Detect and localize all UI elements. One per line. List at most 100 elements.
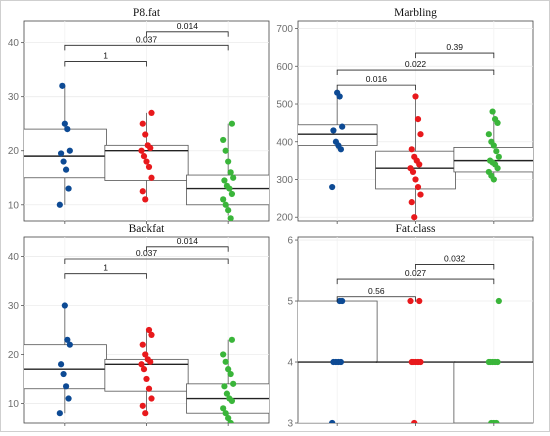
bracket-line	[416, 53, 494, 58]
data-point	[64, 337, 70, 343]
y-tick-label: 6	[287, 236, 293, 247]
data-point	[64, 126, 70, 132]
data-point	[62, 121, 68, 127]
data-point	[148, 395, 154, 401]
data-point	[143, 376, 149, 382]
data-point	[220, 137, 226, 143]
data-point	[142, 131, 148, 137]
data-point	[416, 298, 422, 304]
data-point	[488, 139, 494, 145]
y-tick-label: 30	[8, 92, 20, 103]
data-point	[486, 131, 492, 137]
data-point	[330, 359, 336, 365]
data-point	[487, 158, 493, 164]
data-point	[223, 148, 229, 154]
data-point	[225, 366, 231, 372]
y-tick-label: 600	[276, 62, 293, 73]
data-point	[63, 383, 69, 389]
box-group	[105, 330, 188, 413]
y-tick-label: 30	[8, 301, 20, 312]
data-point	[228, 169, 234, 175]
bracket-p-value: 0.56	[368, 286, 385, 296]
data-point	[415, 184, 421, 190]
panel-title: P8.fat	[133, 7, 161, 19]
y-tick-label: 4	[287, 358, 293, 369]
significance-bracket: 0.032	[416, 253, 494, 269]
data-point	[496, 298, 502, 304]
box	[23, 345, 106, 389]
data-point	[221, 383, 227, 389]
data-point	[229, 191, 235, 197]
bracket-p-value: 1	[103, 263, 108, 273]
data-point	[228, 215, 234, 221]
data-point	[145, 142, 151, 148]
data-point	[417, 131, 423, 137]
y-tick-label: 300	[276, 175, 293, 186]
bracket-p-value: 0.032	[444, 253, 466, 263]
data-point	[492, 116, 498, 122]
data-point	[220, 405, 226, 411]
data-point	[225, 158, 231, 164]
data-point	[329, 420, 335, 426]
data-point	[229, 337, 235, 343]
data-point	[411, 154, 417, 160]
bracket-line	[147, 32, 229, 37]
significance-bracket: 0.016	[337, 74, 415, 90]
bracket-p-value: 0.014	[177, 21, 199, 31]
bracket-p-value: 0.027	[405, 268, 427, 278]
data-point	[141, 153, 147, 159]
significance-bracket: 0.56	[337, 286, 415, 302]
box-group	[23, 86, 106, 205]
data-point	[412, 93, 418, 99]
y-tick-label: 20	[8, 146, 20, 157]
y-tick-label: 5	[287, 297, 293, 308]
data-point	[59, 83, 65, 89]
data-point	[493, 227, 499, 233]
data-point	[140, 403, 146, 409]
box	[454, 362, 534, 423]
bracket-p-value: 0.014	[177, 236, 199, 246]
y-tick-label: 10	[8, 399, 20, 410]
data-point	[142, 351, 148, 357]
data-point	[409, 146, 415, 152]
data-point	[224, 183, 230, 189]
data-point	[57, 410, 63, 416]
data-point	[407, 298, 413, 304]
y-tick-label: 40	[8, 38, 20, 49]
data-point	[146, 164, 152, 170]
data-point	[63, 167, 69, 173]
panel-title: Fat.class	[396, 223, 436, 235]
data-point	[65, 395, 71, 401]
box	[297, 301, 377, 362]
data-point	[339, 124, 345, 130]
y-tick-label: 3	[287, 419, 293, 430]
data-point	[224, 391, 230, 397]
significance-bracket: 1	[65, 51, 147, 67]
data-point	[329, 184, 335, 190]
data-point	[142, 196, 148, 202]
data-point	[143, 158, 149, 164]
data-point	[330, 127, 336, 133]
box-group	[187, 124, 270, 216]
data-point	[62, 302, 68, 308]
box-group	[23, 306, 106, 414]
data-point	[407, 165, 413, 171]
y-tick-label: 500	[276, 100, 293, 111]
y-tick-label: 10	[8, 200, 20, 211]
y-tick-label: 400	[276, 137, 293, 148]
y-tick-label: 20	[8, 350, 20, 361]
panel-title: Marbling	[394, 7, 437, 19]
data-point	[140, 121, 146, 127]
data-point	[409, 199, 415, 205]
data-point	[142, 410, 148, 416]
significance-bracket: 0.014	[147, 236, 229, 252]
box-group	[297, 301, 377, 362]
data-point	[220, 351, 226, 357]
plot-area	[23, 237, 270, 426]
data-point	[65, 185, 71, 191]
data-point	[489, 108, 495, 114]
data-point	[410, 359, 416, 365]
